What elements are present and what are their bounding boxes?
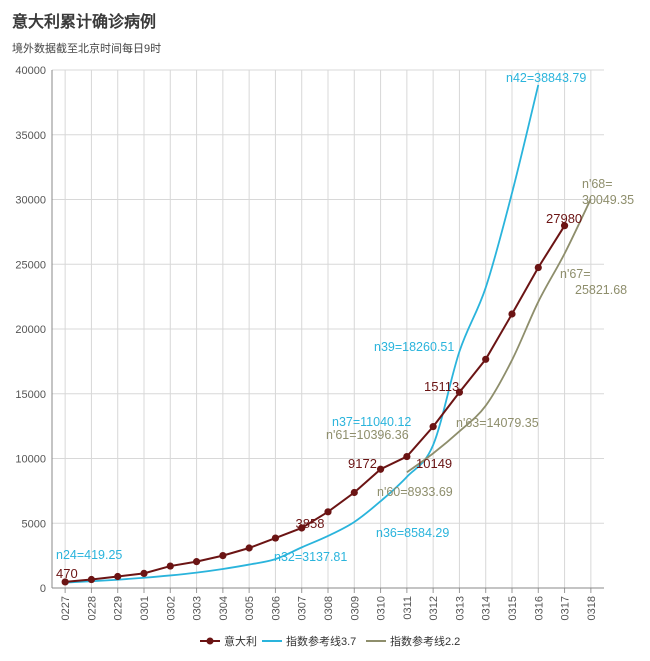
data-point — [140, 569, 148, 577]
data-label: n36=8584.29 — [376, 526, 449, 540]
data-point — [376, 465, 385, 473]
x-tick-label: 0317 — [560, 596, 572, 620]
legend-marker — [206, 637, 214, 645]
x-tick-label: 0227 — [60, 596, 72, 620]
legend-label: 指数参考线2.2 — [390, 634, 460, 648]
series-line-ref-3-7 — [65, 84, 540, 584]
x-tick-label: 0310 — [376, 596, 388, 620]
y-tick-label: 10000 — [15, 454, 46, 466]
data-point — [192, 558, 201, 566]
x-tick-label: 0313 — [454, 596, 466, 620]
data-label: 30049.35 — [582, 193, 634, 207]
data-label: n37=11040.12 — [332, 415, 411, 429]
data-label: n'60=8933.69 — [377, 485, 453, 499]
data-point — [324, 508, 332, 516]
x-tick-label: 0302 — [165, 596, 177, 620]
data-point — [508, 310, 516, 318]
y-tick-label: 15000 — [15, 389, 46, 401]
y-tick-label: 20000 — [15, 324, 46, 336]
data-point — [429, 423, 437, 431]
data-label: n42=38843.79 — [506, 71, 586, 85]
data-label: 27980 — [546, 211, 582, 226]
y-tick-label: 30000 — [15, 195, 46, 207]
data-label: 15113 — [424, 379, 459, 394]
x-tick-label: 0314 — [481, 596, 493, 620]
chart-subtitle: 境外数据截至北京时间每日9时 — [12, 43, 162, 55]
y-tick-label: 0 — [40, 583, 46, 595]
data-point — [166, 562, 174, 570]
data-label: n'68= — [582, 177, 613, 191]
chart-title: 意大利累计确诊病例 — [12, 14, 157, 31]
x-tick-label: 0316 — [533, 596, 545, 620]
x-tick-label: 0308 — [323, 596, 335, 620]
y-tick-label: 40000 — [15, 65, 46, 77]
data-point — [455, 388, 464, 396]
x-tick-label: 0307 — [297, 596, 309, 620]
data-point — [560, 222, 569, 230]
x-tick-label: 0304 — [218, 596, 230, 620]
data-point — [271, 534, 280, 542]
series-line-italy — [65, 225, 566, 583]
x-tick-label: 0315 — [507, 596, 519, 620]
data-label: 470 — [56, 566, 78, 581]
data-point — [61, 578, 69, 586]
x-tick-label: 0318 — [586, 596, 598, 620]
data-label: 25821.68 — [575, 283, 627, 297]
x-tick-label: 0229 — [113, 596, 125, 620]
data-point — [245, 544, 253, 552]
y-tick-label: 5000 — [22, 518, 46, 530]
series-line-ref-2-2 — [406, 198, 592, 474]
x-tick-label: 0311 — [402, 596, 414, 620]
legend-label: 指数参考线3.7 — [286, 634, 356, 648]
data-label: n39=18260.51 — [374, 340, 454, 354]
y-tick-label: 25000 — [15, 259, 46, 271]
data-point — [482, 355, 490, 363]
x-tick-label: 0305 — [244, 596, 256, 620]
data-point — [219, 551, 227, 560]
x-tick-label: 0301 — [139, 596, 151, 620]
x-tick-label: 0309 — [349, 596, 361, 620]
legend-label: 意大利 — [224, 634, 257, 648]
data-label: 9172 — [348, 456, 377, 471]
data-label: n32=3137.81 — [274, 550, 347, 564]
data-label: 10149 — [416, 456, 452, 471]
x-tick-label: 0303 — [192, 596, 204, 620]
data-label: n'63=14079.35 — [456, 416, 539, 430]
data-point — [534, 263, 542, 272]
data-point — [114, 572, 122, 581]
x-tick-label: 0312 — [428, 596, 440, 620]
data-point — [87, 575, 96, 584]
data-point — [350, 488, 358, 497]
x-tick-label: 0306 — [270, 596, 282, 620]
data-label: n'61=10396.36 — [326, 428, 409, 442]
data-label: 3858 — [296, 516, 325, 531]
data-label: n'67= — [560, 267, 591, 281]
data-label: n24=419.25 — [56, 548, 122, 562]
data-point — [403, 452, 411, 461]
y-tick-label: 35000 — [15, 130, 46, 142]
x-tick-label: 0228 — [86, 596, 98, 620]
data-point — [298, 524, 306, 532]
